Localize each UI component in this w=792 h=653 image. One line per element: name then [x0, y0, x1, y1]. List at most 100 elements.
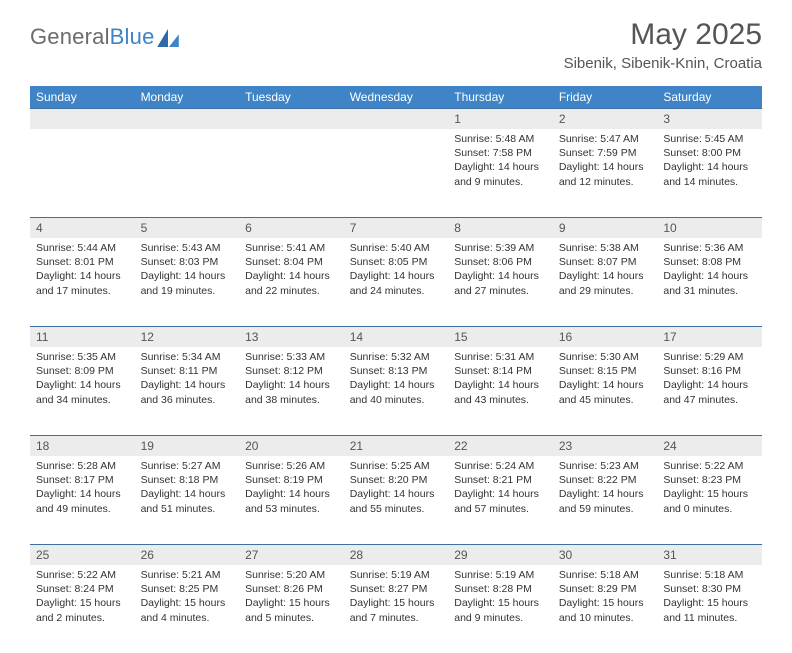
- weekday-header: Tuesday: [239, 86, 344, 108]
- day-number: 17: [657, 326, 762, 347]
- day-body: Sunrise: 5:32 AMSunset: 8:13 PMDaylight:…: [344, 347, 449, 413]
- sunrise-text: Sunrise: 5:35 AM: [36, 350, 129, 364]
- calendar-page: GeneralBlue May 2025 Sibenik, Sibenik-Kn…: [0, 0, 792, 612]
- daylight-text: Daylight: 14 hours and 51 minutes.: [141, 487, 234, 515]
- day-number: 2: [553, 108, 658, 129]
- day-body: Sunrise: 5:26 AMSunset: 8:19 PMDaylight:…: [239, 456, 344, 522]
- sunrise-text: Sunrise: 5:39 AM: [454, 241, 547, 255]
- day-number: 4: [30, 217, 135, 238]
- day-body: Sunrise: 5:31 AMSunset: 8:14 PMDaylight:…: [448, 347, 553, 413]
- brand-word-general: General: [30, 24, 110, 49]
- day-body: Sunrise: 5:20 AMSunset: 8:26 PMDaylight:…: [239, 565, 344, 631]
- day-body: Sunrise: 5:39 AMSunset: 8:06 PMDaylight:…: [448, 238, 553, 304]
- header-row: GeneralBlue May 2025 Sibenik, Sibenik-Kn…: [30, 18, 762, 72]
- daylight-text: Daylight: 14 hours and 34 minutes.: [36, 378, 129, 406]
- daylight-text: Daylight: 14 hours and 9 minutes.: [454, 160, 547, 188]
- sunrise-text: Sunrise: 5:30 AM: [559, 350, 652, 364]
- sunset-text: Sunset: 8:29 PM: [559, 582, 652, 596]
- brand-logo: GeneralBlue: [30, 24, 179, 50]
- sunset-text: Sunset: 8:11 PM: [141, 364, 234, 378]
- weekday-header: Friday: [553, 86, 658, 108]
- sunset-text: Sunset: 8:23 PM: [663, 473, 756, 487]
- empty-day-body: [135, 129, 240, 138]
- sunset-text: Sunset: 8:00 PM: [663, 146, 756, 160]
- day-number: 12: [135, 326, 240, 347]
- day-body: Sunrise: 5:25 AMSunset: 8:20 PMDaylight:…: [344, 456, 449, 522]
- sunset-text: Sunset: 8:16 PM: [663, 364, 756, 378]
- day-body: Sunrise: 5:41 AMSunset: 8:04 PMDaylight:…: [239, 238, 344, 304]
- day-body: Sunrise: 5:47 AMSunset: 7:59 PMDaylight:…: [553, 129, 658, 195]
- sunset-text: Sunset: 8:26 PM: [245, 582, 338, 596]
- day-number: 19: [135, 435, 240, 456]
- sunrise-text: Sunrise: 5:41 AM: [245, 241, 338, 255]
- day-body: Sunrise: 5:48 AMSunset: 7:58 PMDaylight:…: [448, 129, 553, 195]
- day-body: Sunrise: 5:23 AMSunset: 8:22 PMDaylight:…: [553, 456, 658, 522]
- sunrise-text: Sunrise: 5:26 AM: [245, 459, 338, 473]
- sunrise-text: Sunrise: 5:19 AM: [454, 568, 547, 582]
- empty-day-body: [239, 129, 344, 138]
- daylight-text: Daylight: 14 hours and 27 minutes.: [454, 269, 547, 297]
- sunset-text: Sunset: 8:08 PM: [663, 255, 756, 269]
- sunset-text: Sunset: 8:22 PM: [559, 473, 652, 487]
- week-body-row: Sunrise: 5:48 AMSunset: 7:58 PMDaylight:…: [30, 129, 762, 217]
- daylight-text: Daylight: 14 hours and 49 minutes.: [36, 487, 129, 515]
- empty-day-number: [344, 108, 449, 129]
- day-body: Sunrise: 5:34 AMSunset: 8:11 PMDaylight:…: [135, 347, 240, 413]
- day-body: Sunrise: 5:18 AMSunset: 8:29 PMDaylight:…: [553, 565, 658, 631]
- day-number: 8: [448, 217, 553, 238]
- sunrise-text: Sunrise: 5:24 AM: [454, 459, 547, 473]
- sunrise-text: Sunrise: 5:33 AM: [245, 350, 338, 364]
- day-number: 11: [30, 326, 135, 347]
- sail-icon: [157, 29, 179, 47]
- daylight-text: Daylight: 14 hours and 57 minutes.: [454, 487, 547, 515]
- daylight-text: Daylight: 15 hours and 10 minutes.: [559, 596, 652, 624]
- day-number: 22: [448, 435, 553, 456]
- sunrise-text: Sunrise: 5:36 AM: [663, 241, 756, 255]
- sunrise-text: Sunrise: 5:18 AM: [559, 568, 652, 582]
- day-number: 30: [553, 544, 658, 565]
- sunrise-text: Sunrise: 5:48 AM: [454, 132, 547, 146]
- day-number: 24: [657, 435, 762, 456]
- sunset-text: Sunset: 8:28 PM: [454, 582, 547, 596]
- daylight-text: Daylight: 14 hours and 53 minutes.: [245, 487, 338, 515]
- sunset-text: Sunset: 8:30 PM: [663, 582, 756, 596]
- daylight-text: Daylight: 14 hours and 36 minutes.: [141, 378, 234, 406]
- week-body-row: Sunrise: 5:22 AMSunset: 8:24 PMDaylight:…: [30, 565, 762, 653]
- daylight-text: Daylight: 15 hours and 2 minutes.: [36, 596, 129, 624]
- daylight-text: Daylight: 14 hours and 17 minutes.: [36, 269, 129, 297]
- empty-day-number: [135, 108, 240, 129]
- day-body: Sunrise: 5:44 AMSunset: 8:01 PMDaylight:…: [30, 238, 135, 304]
- sunrise-text: Sunrise: 5:29 AM: [663, 350, 756, 364]
- daylight-text: Daylight: 14 hours and 29 minutes.: [559, 269, 652, 297]
- sunset-text: Sunset: 7:59 PM: [559, 146, 652, 160]
- sunrise-text: Sunrise: 5:40 AM: [350, 241, 443, 255]
- day-number: 16: [553, 326, 658, 347]
- day-number: 25: [30, 544, 135, 565]
- weekday-header: Wednesday: [344, 86, 449, 108]
- weekday-header-row: Sunday Monday Tuesday Wednesday Thursday…: [30, 86, 762, 108]
- sunset-text: Sunset: 8:27 PM: [350, 582, 443, 596]
- sunrise-text: Sunrise: 5:25 AM: [350, 459, 443, 473]
- day-number: 31: [657, 544, 762, 565]
- day-body: Sunrise: 5:21 AMSunset: 8:25 PMDaylight:…: [135, 565, 240, 631]
- daylight-text: Daylight: 14 hours and 19 minutes.: [141, 269, 234, 297]
- daylight-text: Daylight: 14 hours and 14 minutes.: [663, 160, 756, 188]
- sunrise-text: Sunrise: 5:20 AM: [245, 568, 338, 582]
- day-number: 5: [135, 217, 240, 238]
- week-body-row: Sunrise: 5:28 AMSunset: 8:17 PMDaylight:…: [30, 456, 762, 544]
- sunset-text: Sunset: 8:06 PM: [454, 255, 547, 269]
- sunset-text: Sunset: 8:15 PM: [559, 364, 652, 378]
- weekday-header: Monday: [135, 86, 240, 108]
- sunset-text: Sunset: 8:14 PM: [454, 364, 547, 378]
- day-body: Sunrise: 5:18 AMSunset: 8:30 PMDaylight:…: [657, 565, 762, 631]
- sunset-text: Sunset: 8:19 PM: [245, 473, 338, 487]
- weekday-header: Thursday: [448, 86, 553, 108]
- daylight-text: Daylight: 15 hours and 5 minutes.: [245, 596, 338, 624]
- weekday-header: Saturday: [657, 86, 762, 108]
- location-label: Sibenik, Sibenik-Knin, Croatia: [564, 55, 762, 72]
- daylight-text: Daylight: 14 hours and 47 minutes.: [663, 378, 756, 406]
- daylight-text: Daylight: 14 hours and 55 minutes.: [350, 487, 443, 515]
- brand-word-blue: Blue: [110, 24, 155, 49]
- empty-day-body: [30, 129, 135, 138]
- sunrise-text: Sunrise: 5:23 AM: [559, 459, 652, 473]
